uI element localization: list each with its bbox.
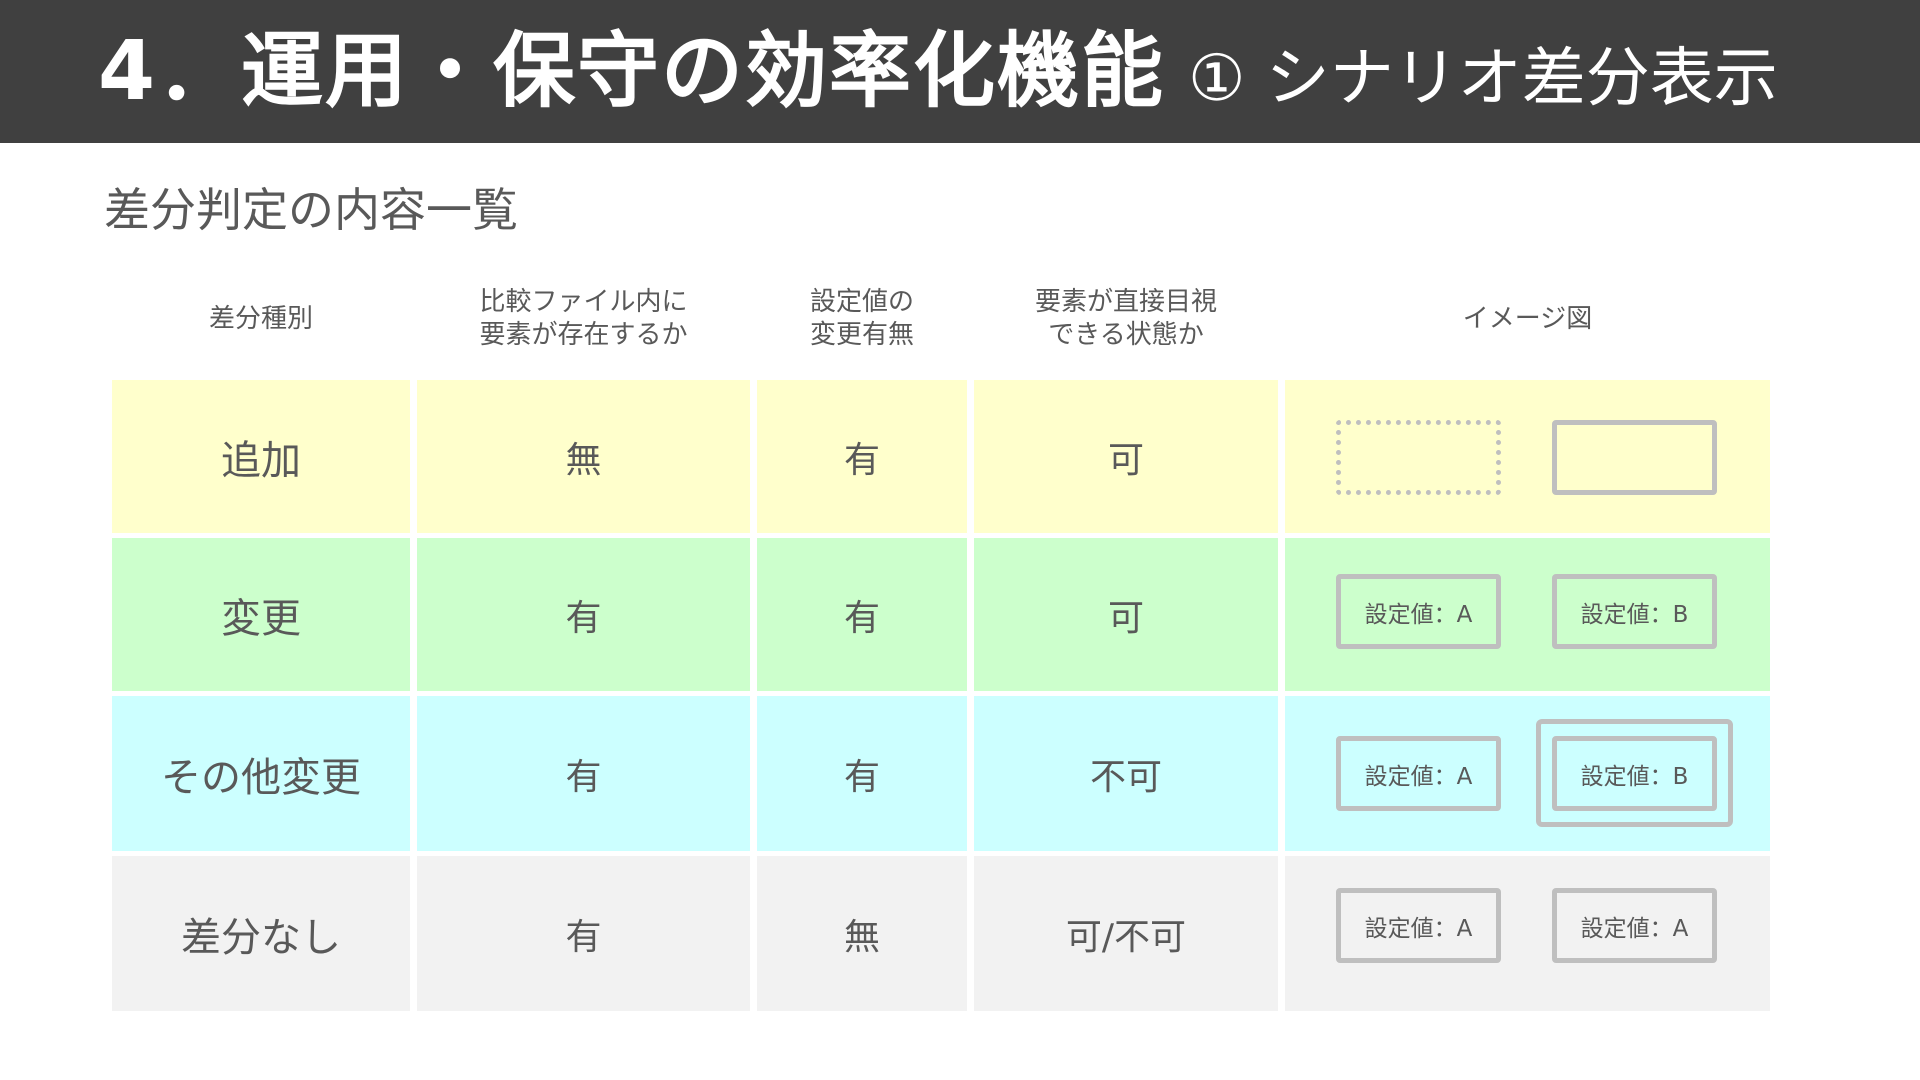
row-no-diff-exists: 有 [417,856,750,1011]
row-other-change-image: 設定値：A 設定値：B [1285,696,1770,851]
row-no-diff-changed: 無 [757,856,967,1011]
row-add-type: 追加 [112,380,410,533]
section-title: 差分判定の内容一覧 [104,183,518,237]
row-change-visible: 可 [974,538,1278,691]
row-add-image [1285,380,1770,533]
row-add-changed: 有 [757,380,967,533]
image-box-before: 設定値：A [1336,736,1501,811]
row-add-exists: 無 [417,380,750,533]
row-add-visible: 可 [974,380,1278,533]
row-other-change-visible: 不可 [974,696,1278,851]
row-no-diff-type: 差分なし [112,856,410,1011]
row-no-diff-image: 設定値：A 設定値：A [1285,856,1770,1011]
image-box-after: 設定値：B [1552,574,1717,649]
image-box-before: 設定値：A [1336,574,1501,649]
image-box-after: 設定値：B [1552,736,1717,811]
row-other-change-exists: 有 [417,696,750,851]
image-box-after: 設定値：A [1552,888,1717,963]
header-bar: 4．運用・保守の効率化機能 ① シナリオ差分表示 [0,0,1920,143]
page-title: 4．運用・保守の効率化機能 [98,24,1166,119]
column-header-exists: 比較ファイル内に 要素が存在するか [479,287,688,350]
row-no-diff-visible: 可/不可 [974,856,1278,1011]
column-header-image: イメージ図 [1462,303,1593,334]
image-box-after [1552,420,1717,495]
image-box-before-empty [1336,420,1501,495]
row-change-changed: 有 [757,538,967,691]
row-other-change-changed: 有 [757,696,967,851]
page-subtitle: ① シナリオ差分表示 [1188,42,1778,116]
column-header-changed: 設定値の 変更有無 [809,287,914,350]
row-other-change-type: その他変更 [112,696,410,851]
row-change-image: 設定値：A 設定値：B [1285,538,1770,691]
image-box-outer-frame [1536,719,1733,827]
row-change-type: 変更 [112,538,410,691]
row-change-exists: 有 [417,538,750,691]
column-header-visible: 要素が直接目視 できる状態か [1034,287,1217,350]
image-box-before: 設定値：A [1336,888,1501,963]
column-header-diff-type: 差分種別 [208,303,313,334]
